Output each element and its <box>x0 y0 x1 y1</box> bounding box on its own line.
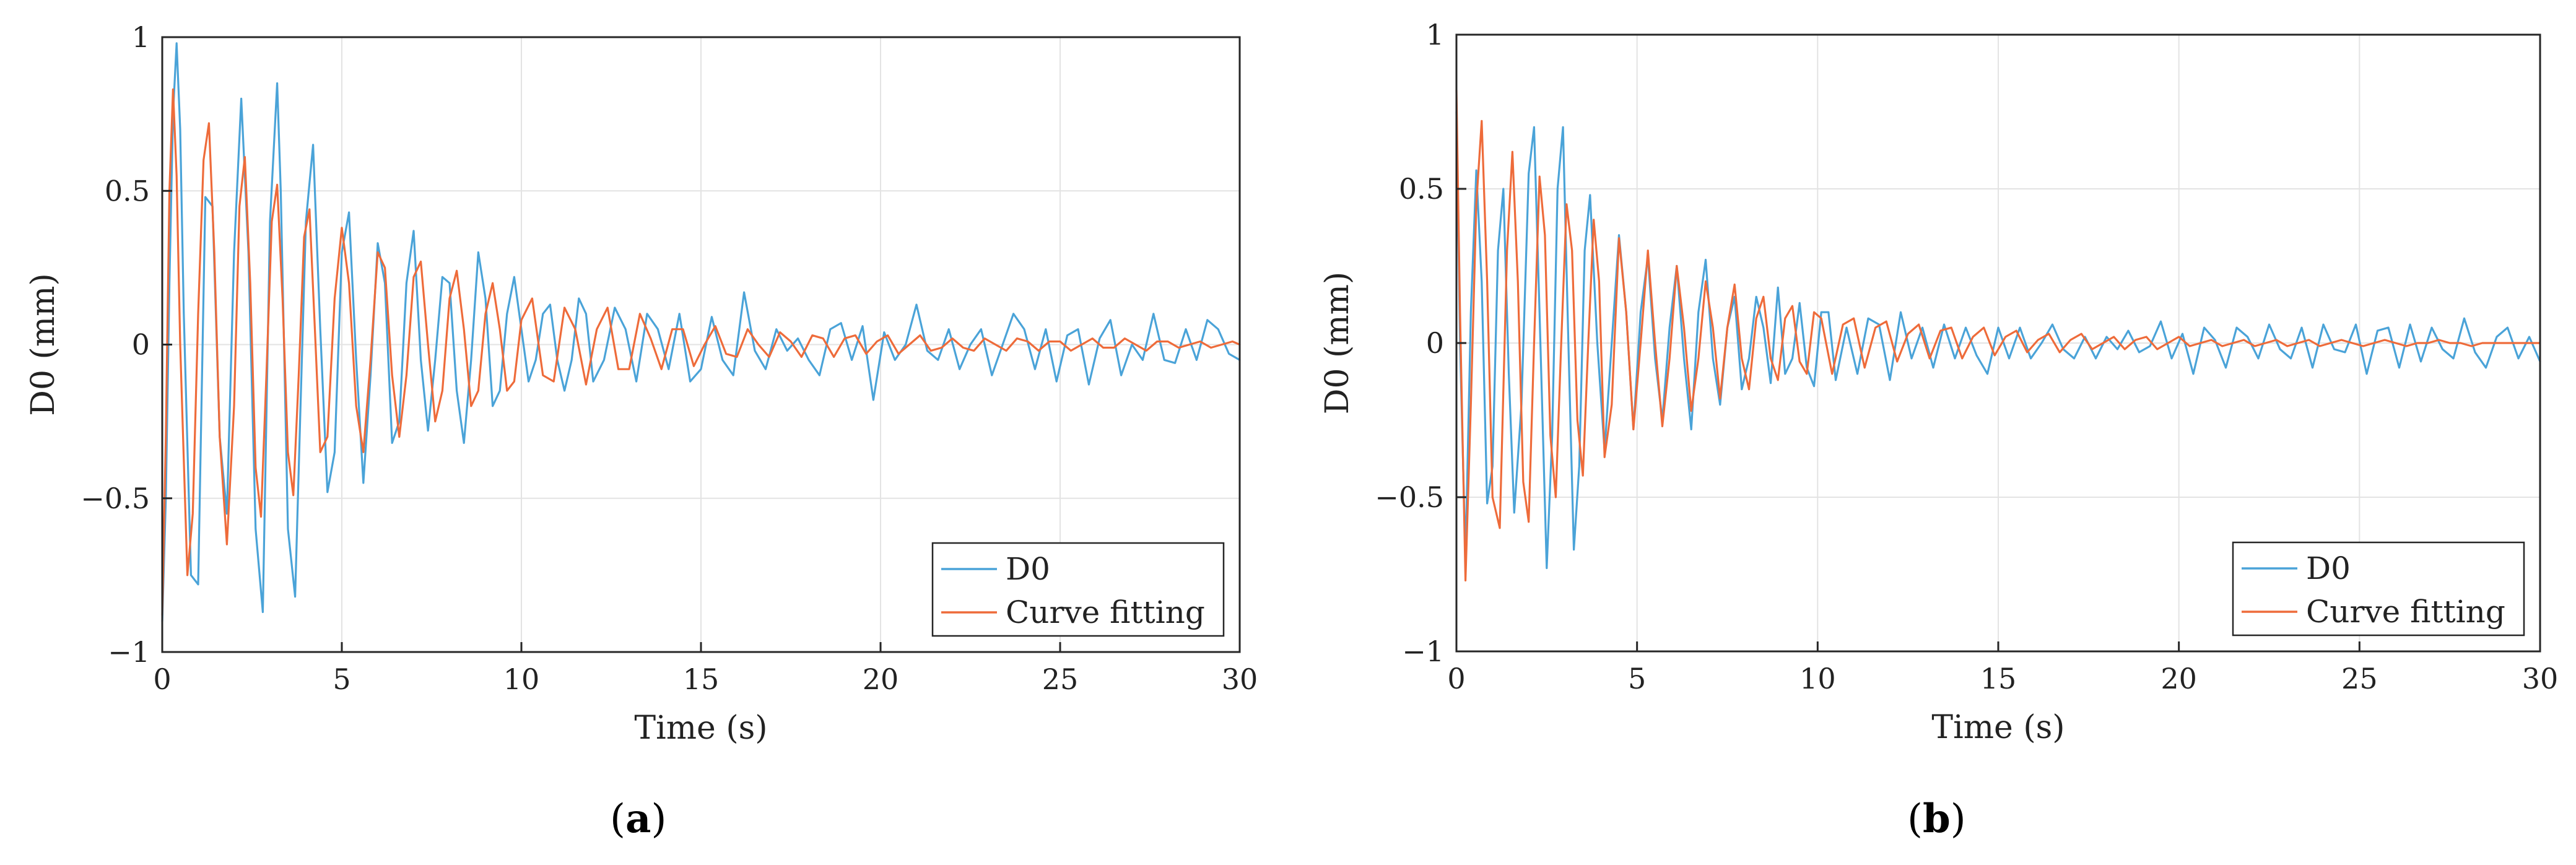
xtick-label-b-5: 25 <box>2341 662 2378 695</box>
series-line-a-0 <box>161 42 1241 623</box>
ytick-label-b-1: −0.5 <box>1375 480 1444 514</box>
xtick-label-a-3: 15 <box>683 663 720 696</box>
chart-a-svg: 0 5 10 15 20 25 30 −1 −0.5 0 0.5 1 Time (s) D0 (mm) D0… <box>25 20 1258 747</box>
legend-label-b-0: D0 <box>2306 550 2351 586</box>
chart-panel-a: 0 5 10 15 20 25 30 −1 −0.5 0 0.5 1 Time (s) D0 (mm) D0… <box>25 20 1258 842</box>
xtick-label-a-5: 25 <box>1042 663 1079 696</box>
legend-box-a <box>931 542 1225 637</box>
series-line-a-1 <box>161 88 1241 617</box>
panel-label-a-text: a <box>625 796 651 842</box>
xtick-label-a-6: 30 <box>1222 663 1258 696</box>
xtick-label-b-6: 30 <box>2522 662 2559 695</box>
ytick-label-b-2: 0 <box>1426 326 1444 360</box>
xtick-label-a-0: 0 <box>153 663 171 696</box>
ytick-label-b-3: 0.5 <box>1399 172 1444 206</box>
xlabel-a: Time (s) <box>634 710 767 747</box>
xtick-label-a-4: 20 <box>863 663 899 696</box>
chart-b-svg: 0 5 10 15 20 25 30 −1 −0.5 0 0.5 1 Time (s) D0 (mm) D0… <box>1319 18 2559 746</box>
panel-label-b: (b) <box>1907 796 1966 842</box>
xtick-label-b-1: 5 <box>1628 662 1646 695</box>
xtick-label-b-4: 20 <box>2160 662 2197 695</box>
ytick-label-a-0: −1 <box>108 635 150 669</box>
ytick-label-a-3: 0.5 <box>105 174 150 207</box>
ytick-label-b-0: −1 <box>1402 635 1444 668</box>
chart-panel-b: 0 5 10 15 20 25 30 −1 −0.5 0 0.5 1 Time (s) D0 (mm) D0… <box>1288 0 2576 865</box>
legend-label-b-1: Curve fitting <box>2306 594 2505 630</box>
xlabel-b: Time (s) <box>1931 709 2065 746</box>
xtick-label-a-2: 10 <box>503 663 540 696</box>
legend-label-a-1: Curve fitting <box>1006 594 1205 630</box>
xtick-label-b-0: 0 <box>1447 662 1465 695</box>
legend-box-b <box>2232 541 2525 637</box>
panel-label-a: (a) <box>610 796 667 842</box>
xtick-label-a-1: 5 <box>333 663 350 696</box>
xtick-label-b-2: 10 <box>1799 662 1836 695</box>
ytick-label-a-2: 0 <box>132 328 150 362</box>
legend-label-a-0: D0 <box>1006 551 1050 587</box>
series-line-b-1 <box>1455 89 2541 582</box>
panel-label-b-text: b <box>1922 796 1951 842</box>
ylabel-a: D0 (mm) <box>25 273 62 416</box>
ytick-label-b-4: 1 <box>1426 18 1444 51</box>
ylabel-b: D0 (mm) <box>1319 272 1356 415</box>
ytick-label-a-1: −0.5 <box>80 482 150 515</box>
xtick-label-b-3: 15 <box>1980 662 2017 695</box>
ytick-label-a-4: 1 <box>132 20 150 54</box>
